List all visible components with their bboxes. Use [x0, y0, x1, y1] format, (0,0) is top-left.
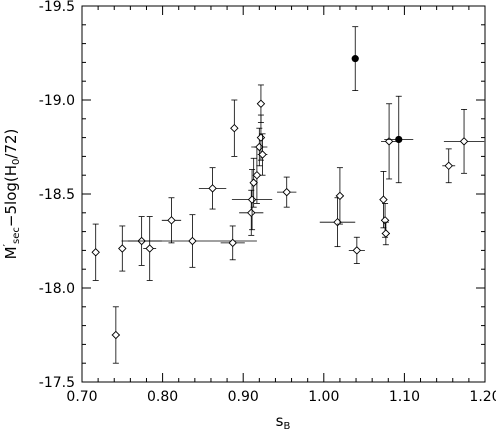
open-diamond-marker — [167, 216, 176, 225]
open-data-point — [91, 223, 100, 281]
open-diamond-marker — [459, 137, 469, 146]
x-tick-label: 0.70 — [66, 389, 97, 405]
open-diamond-marker — [258, 150, 267, 159]
x-axis-label: sB — [276, 412, 291, 432]
open-data-point — [443, 109, 485, 174]
y-axis-label-part: 0 — [11, 159, 22, 165]
open-diamond-marker — [249, 178, 258, 187]
y-tick-label: -18.5 — [39, 187, 75, 203]
open-diamond-marker — [282, 187, 291, 197]
x-tick-label: 1.20 — [469, 389, 496, 405]
open-diamond-marker — [379, 195, 388, 204]
y-tick-label: -19.0 — [39, 93, 75, 109]
open-data-point — [118, 225, 127, 272]
open-diamond-marker — [335, 191, 345, 201]
y-axis-label-part: M — [2, 246, 20, 259]
open-diamond-marker — [91, 248, 100, 257]
open-data-point — [111, 306, 121, 364]
open-diamond-marker — [188, 236, 197, 246]
open-data-point — [249, 157, 258, 208]
open-data-point — [251, 127, 268, 167]
open-diamond-marker — [228, 238, 237, 248]
y-axis-label: M′sec−5log(H0/72) — [1, 129, 22, 260]
open-diamond-marker — [247, 208, 256, 218]
open-diamond-marker — [118, 244, 127, 253]
x-tick-label: 0.80 — [147, 389, 178, 405]
open-data-point — [256, 84, 266, 123]
y-axis-label-part: −5log(H — [2, 165, 20, 227]
open-diamond-marker — [252, 170, 262, 180]
open-diamond-marker — [381, 229, 391, 238]
open-diamond-marker — [380, 216, 390, 225]
y-axis-label-part: sec — [11, 227, 22, 244]
open-diamond-marker — [256, 133, 266, 142]
y-axis-label-part: /72) — [2, 129, 20, 159]
open-data-point — [348, 236, 365, 264]
open-data-point — [381, 221, 391, 246]
open-data-point — [231, 169, 273, 231]
open-data-point — [198, 167, 227, 210]
open-diamond-marker — [208, 184, 217, 193]
y-tick-label: -17.5 — [39, 375, 75, 391]
open-data-point — [257, 133, 268, 176]
open-data-point — [319, 197, 356, 248]
open-diamond-marker — [247, 195, 257, 204]
filled-circle-marker — [395, 135, 403, 144]
open-data-point — [220, 225, 245, 261]
open-diamond-marker — [256, 99, 266, 108]
y-tick-label: -18.0 — [39, 281, 75, 297]
open-data-point — [442, 148, 456, 184]
filled-data-point — [351, 26, 359, 91]
plot-frame — [81, 5, 486, 383]
open-diamond-marker — [230, 123, 239, 133]
open-diamond-marker — [111, 330, 121, 340]
open-diamond-marker — [352, 246, 362, 255]
x-tick-label: 1.00 — [308, 389, 339, 405]
data-points — [91, 26, 485, 364]
x-axis-label-main: s — [276, 412, 284, 430]
open-data-point — [143, 216, 157, 281]
open-data-point — [335, 167, 345, 225]
open-diamond-marker — [444, 161, 453, 171]
open-diamond-marker — [145, 244, 154, 253]
open-data-point — [277, 176, 297, 208]
filled-circle-marker — [351, 55, 359, 63]
y-axis-label-part: ′ — [1, 243, 14, 246]
axis-ticks — [81, 5, 486, 383]
axis-tick-labels: 0.70 0.80 0.90 1.00 1.10 1.20 -17.5 -18.0 -18.5 -… — [39, 0, 496, 405]
filled-data-point — [384, 95, 414, 184]
open-data-point — [381, 103, 398, 180]
x-tick-label: 0.90 — [228, 389, 259, 405]
open-data-point — [230, 99, 239, 157]
x-tick-label: 1.10 — [389, 389, 420, 405]
open-data-point — [161, 197, 182, 244]
open-diamond-marker — [384, 137, 394, 146]
x-axis-label-subscript: B — [283, 421, 290, 432]
y-tick-label: -19.5 — [39, 0, 75, 15]
open-data-point — [127, 214, 257, 268]
